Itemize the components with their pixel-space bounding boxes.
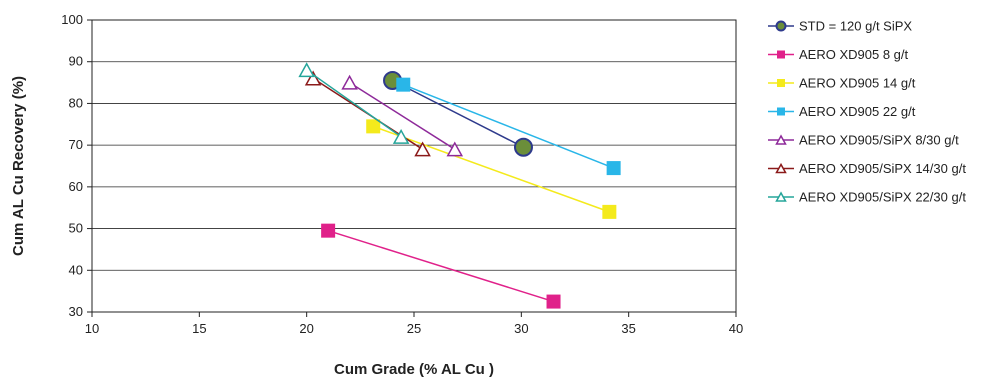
legend-item: AERO XD905 22 g/t	[768, 104, 916, 119]
y-tick-label: 30	[69, 304, 83, 319]
data-point	[513, 137, 533, 157]
legend: STD = 120 g/t SiPX AERO XD905 8 g/t AERO X…	[768, 19, 966, 205]
series-1	[383, 70, 533, 157]
series-5	[341, 74, 464, 157]
legend-item: AERO XD905/SiPX 22/30 g/t	[768, 190, 966, 205]
data-point	[392, 128, 410, 144]
x-tick-label: 35	[621, 321, 635, 336]
legend-label: AERO XD905/SiPX 14/30 g/t	[799, 161, 966, 176]
legend-marker	[777, 50, 785, 59]
data-point	[366, 119, 381, 134]
y-tick-label: 50	[69, 221, 83, 236]
x-tick-label: 20	[299, 321, 313, 336]
legend-item: AERO XD905/SiPX 14/30 g/t	[768, 161, 966, 176]
series-layer	[298, 62, 621, 309]
legend-item: AERO XD905 8 g/t	[768, 47, 908, 62]
legend-label: AERO XD905 22 g/t	[799, 104, 916, 119]
y-tick-label: 40	[69, 262, 83, 277]
y-tick-label: 80	[69, 95, 83, 110]
legend-marker	[777, 79, 785, 87]
legend-item: AERO XD905 14 g/t	[768, 76, 916, 91]
series-line	[402, 83, 614, 169]
legend-marker	[775, 162, 787, 174]
series-line	[349, 81, 456, 150]
legend-marker	[775, 191, 787, 202]
data-point	[546, 294, 561, 309]
series-line	[392, 79, 524, 148]
series-line	[306, 69, 402, 138]
legend-label: AERO XD905 8 g/t	[799, 47, 908, 62]
x-tick-label: 25	[407, 321, 421, 336]
data-point	[606, 161, 621, 176]
series-7	[298, 62, 410, 144]
x-tick-label: 10	[85, 321, 99, 336]
data-point	[446, 141, 464, 157]
data-point	[602, 204, 617, 219]
legend-label: AERO XD905 14 g/t	[799, 76, 916, 91]
data-point	[321, 223, 336, 238]
data-point	[298, 62, 315, 78]
series-2	[321, 223, 561, 309]
data-point	[414, 141, 431, 157]
data-point	[341, 74, 358, 90]
legend-label: AERO XD905/SiPX 22/30 g/t	[799, 190, 966, 205]
y-tick-label: 90	[69, 54, 83, 69]
y-tick-label: 60	[69, 179, 83, 194]
plot-frame	[91, 19, 737, 313]
x-tick-label: 30	[514, 321, 528, 336]
x-axis-title: Cum Grade (% AL Cu )	[334, 361, 494, 378]
x-tick-label: 40	[729, 321, 743, 336]
series-line	[327, 229, 554, 303]
x-tick-label: 15	[192, 321, 206, 336]
series-3	[366, 119, 617, 219]
data-point	[304, 70, 322, 86]
legend-label: AERO XD905/SiPX 8/30 g/t	[799, 133, 959, 148]
legend-item: STD = 120 g/t SiPX	[768, 19, 912, 34]
data-point	[396, 77, 411, 92]
legend-item: AERO XD905/SiPX 8/30 g/t	[768, 133, 959, 148]
legend-marker	[775, 134, 787, 145]
series-4	[396, 77, 621, 176]
legend-marker	[775, 20, 787, 32]
y-tick-label: 70	[69, 137, 83, 152]
y-tick-label: 100	[61, 12, 83, 27]
legend-label: STD = 120 g/t SiPX	[799, 19, 912, 34]
tick-layer: 30 40 50 60 70 80 90 100 10 15 20 25 30 35 40	[61, 12, 743, 336]
grid-layer	[92, 61, 736, 271]
y-axis-title: Cum AL Cu Recovery (%)	[10, 76, 27, 256]
legend-marker	[777, 107, 785, 116]
series-line	[372, 125, 610, 213]
